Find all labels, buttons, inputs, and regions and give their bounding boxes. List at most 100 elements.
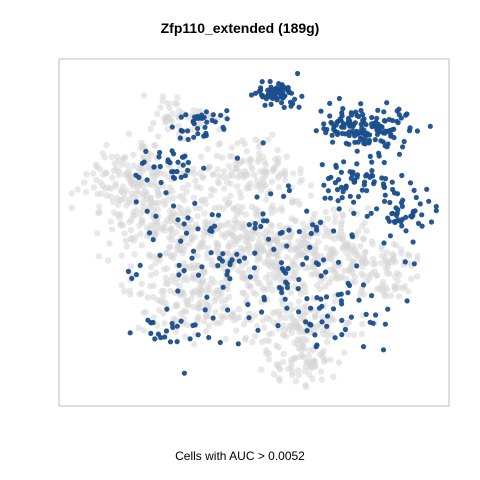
highlighted-cell-point <box>304 255 310 261</box>
highlighted-cell-point <box>262 102 268 108</box>
background-cell-point <box>233 327 240 334</box>
highlighted-cell-point <box>296 104 302 110</box>
background-cell-point <box>220 185 228 192</box>
highlighted-cell-point <box>274 96 280 102</box>
background-cell-point <box>338 218 345 225</box>
background-cell-point <box>276 269 283 277</box>
highlighted-cell-point <box>129 275 135 281</box>
highlighted-cell-point <box>178 127 184 134</box>
background-cell-point <box>231 225 239 232</box>
background-cell-point <box>118 196 125 204</box>
background-cell-point <box>275 375 283 382</box>
background-cell-point <box>382 283 389 291</box>
highlighted-cell-point <box>322 195 328 201</box>
highlighted-cell-point <box>399 223 405 229</box>
background-cell-point <box>329 246 337 253</box>
background-cell-point <box>160 293 167 300</box>
background-cell-point <box>265 356 273 363</box>
background-cell-point <box>265 136 272 143</box>
background-cell-point <box>345 319 352 326</box>
background-cell-point <box>308 271 315 278</box>
highlighted-cell-point <box>410 239 416 245</box>
background-cell-point <box>331 298 339 305</box>
background-cell-point <box>262 274 270 282</box>
highlighted-cell-point <box>387 199 393 206</box>
highlighted-cell-point <box>169 124 175 130</box>
background-cell-point <box>260 246 267 254</box>
background-cell-point <box>218 279 225 287</box>
highlighted-cell-point <box>295 286 301 292</box>
highlighted-cell-point <box>331 228 337 234</box>
background-cell-point <box>243 246 251 253</box>
highlighted-cell-point <box>279 229 285 235</box>
background-cell-point <box>197 153 205 160</box>
background-cell-point <box>254 241 261 249</box>
background-cell-point <box>302 383 310 390</box>
background-cell-point <box>205 322 213 329</box>
background-cell-point <box>218 222 225 229</box>
background-cell-point <box>317 368 325 375</box>
background-cell-point <box>244 282 251 289</box>
background-cell-point <box>297 165 304 173</box>
background-cell-point <box>127 291 134 298</box>
highlighted-cell-point <box>380 347 387 353</box>
highlighted-cell-point <box>204 119 210 125</box>
background-cell-point <box>243 259 250 267</box>
background-cell-point <box>150 282 157 289</box>
highlighted-cell-point <box>334 131 341 137</box>
highlighted-cell-point <box>399 203 405 209</box>
background-cell-point <box>301 283 309 291</box>
highlighted-cell-point <box>271 246 277 252</box>
background-cell-point <box>109 174 116 181</box>
highlighted-cells <box>125 70 439 376</box>
background-cell-point <box>165 196 172 204</box>
chart-title: Zfp110_extended (189g) <box>160 20 320 36</box>
background-cell-point <box>332 212 339 220</box>
background-cell-point <box>236 189 244 196</box>
highlighted-cell-point <box>283 270 289 276</box>
background-cell-point <box>190 107 197 114</box>
highlighted-cell-point <box>195 332 201 338</box>
background-cell-point <box>136 222 143 229</box>
background-cell-point <box>140 327 148 334</box>
background-cell-point <box>207 192 215 199</box>
background-cell-point <box>359 320 366 328</box>
highlighted-cell-point <box>373 312 379 318</box>
background-cell-point <box>147 271 155 279</box>
background-cell-point <box>254 279 261 287</box>
highlighted-cell-point <box>338 184 344 190</box>
highlighted-cell-point <box>323 269 329 275</box>
highlighted-cell-point <box>304 328 310 334</box>
highlighted-cell-point <box>407 125 413 131</box>
highlighted-cell-point <box>339 195 345 201</box>
background-cell-point <box>200 174 207 181</box>
highlighted-cell-point <box>176 262 182 268</box>
background-cell-point <box>201 210 208 217</box>
background-cell-point <box>393 269 401 277</box>
background-cell-point <box>295 367 302 374</box>
highlighted-cell-point <box>209 212 215 218</box>
background-cell-point <box>140 203 147 210</box>
background-cell-point <box>210 289 218 297</box>
background-cell-point <box>129 183 137 190</box>
highlighted-cell-point <box>363 311 369 317</box>
background-cell-point <box>299 220 307 227</box>
background-cell-point <box>291 318 298 325</box>
background-cell-point <box>182 333 189 340</box>
highlighted-cell-point <box>325 188 331 194</box>
background-cell-point <box>263 350 270 357</box>
background-cell-point <box>147 151 154 158</box>
highlighted-cell-point <box>273 90 279 97</box>
background-cell-point <box>103 169 110 177</box>
highlighted-cell-point <box>361 182 367 188</box>
highlighted-cell-point <box>342 326 348 333</box>
background-cell-point <box>284 254 291 261</box>
highlighted-cell-point <box>428 219 435 225</box>
highlighted-cell-point <box>150 237 156 243</box>
highlighted-cell-point <box>327 195 333 201</box>
highlighted-cell-point <box>361 131 368 137</box>
highlighted-cell-point <box>303 319 309 325</box>
background-cell-point <box>345 254 352 262</box>
background-cell-point <box>142 308 149 316</box>
highlighted-cell-point <box>395 120 401 126</box>
